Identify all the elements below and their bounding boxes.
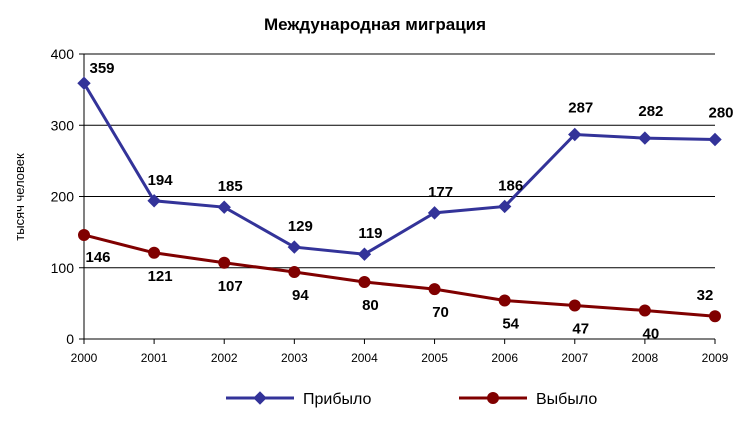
- data-label: 282: [638, 103, 663, 120]
- departed-point: [148, 246, 161, 259]
- data-label: 121: [148, 268, 173, 285]
- data-label: 186: [498, 177, 523, 194]
- legend-label: Выбыло: [536, 391, 597, 408]
- x-tick-label: 2007: [561, 351, 588, 365]
- axes: [79, 53, 716, 344]
- data-label: 177: [428, 184, 453, 201]
- legend-marker: [487, 392, 499, 404]
- series-line-departed: [83, 233, 716, 318]
- departed-point: [638, 304, 651, 317]
- data-label: 47: [572, 321, 589, 338]
- data-label: 280: [708, 105, 733, 122]
- departed-point: [709, 310, 721, 323]
- arrived-point: [77, 76, 91, 90]
- x-tick-label: 2009: [702, 351, 729, 365]
- y-tick-labels: 0 100 200 300 400: [51, 46, 75, 347]
- departed-point: [358, 276, 371, 288]
- x-tick-label: 2003: [281, 351, 308, 365]
- data-label: 80: [362, 297, 379, 314]
- departed-point: [428, 283, 441, 296]
- data-label: 185: [218, 178, 243, 195]
- legend-marker: [253, 391, 267, 405]
- data-label: 32: [697, 287, 714, 304]
- arrived-point: [708, 132, 722, 147]
- data-label: 194: [148, 172, 174, 189]
- series-line-arrived: [82, 82, 716, 256]
- data-label: 287: [568, 100, 593, 117]
- departed-point: [218, 256, 231, 269]
- arrived-point: [568, 127, 582, 142]
- y-tick-label: 200: [51, 189, 75, 205]
- departed-point: [568, 299, 581, 312]
- arrived-point: [638, 131, 652, 145]
- arrived-point: [287, 240, 302, 254]
- y-tick-label: 400: [51, 46, 75, 62]
- arrived-point: [497, 199, 512, 214]
- y-tick-label: 0: [66, 331, 74, 347]
- x-tick-labels: 2000 2001 2002 2003 2004 2005 2006 2007 2008 2009: [71, 351, 729, 365]
- chart-title: Международная миграция: [264, 15, 486, 34]
- x-tick-label: 2008: [632, 351, 659, 365]
- data-label: 54: [502, 316, 519, 333]
- x-tick-label: 2001: [141, 351, 168, 365]
- departed-point: [78, 228, 90, 241]
- x-tick-label: 2002: [211, 351, 238, 365]
- data-label: 359: [89, 60, 114, 77]
- series-group: [77, 76, 722, 323]
- x-tick-label: 2004: [351, 351, 378, 365]
- data-labels: 359 194 185 129 119 177 186 287 282 280 146 121 107 9…: [85, 60, 733, 342]
- arrived-point: [427, 206, 442, 220]
- data-label: 129: [288, 218, 313, 235]
- x-tick-label: 2005: [421, 351, 448, 365]
- arrived-point: [147, 194, 161, 208]
- legend-label: Прибыло: [303, 391, 372, 408]
- data-label: 94: [292, 287, 309, 304]
- arrived-point: [357, 247, 372, 261]
- data-label: 107: [218, 278, 243, 295]
- y-axis-label: тысяч человек: [12, 153, 27, 241]
- y-tick-label: 300: [51, 117, 75, 133]
- departed-point: [498, 294, 511, 307]
- data-label: 70: [432, 304, 449, 321]
- legend: Прибыло Выбыло: [226, 391, 597, 408]
- gridlines: [84, 53, 715, 269]
- departed-point: [288, 266, 301, 279]
- arrived-point: [217, 200, 231, 214]
- data-label: 40: [643, 326, 660, 343]
- x-tick-label: 2000: [71, 351, 98, 365]
- x-tick-label: 2006: [491, 351, 518, 365]
- y-tick-label: 100: [51, 260, 75, 276]
- data-label: 146: [85, 249, 110, 266]
- data-label: 119: [358, 225, 382, 242]
